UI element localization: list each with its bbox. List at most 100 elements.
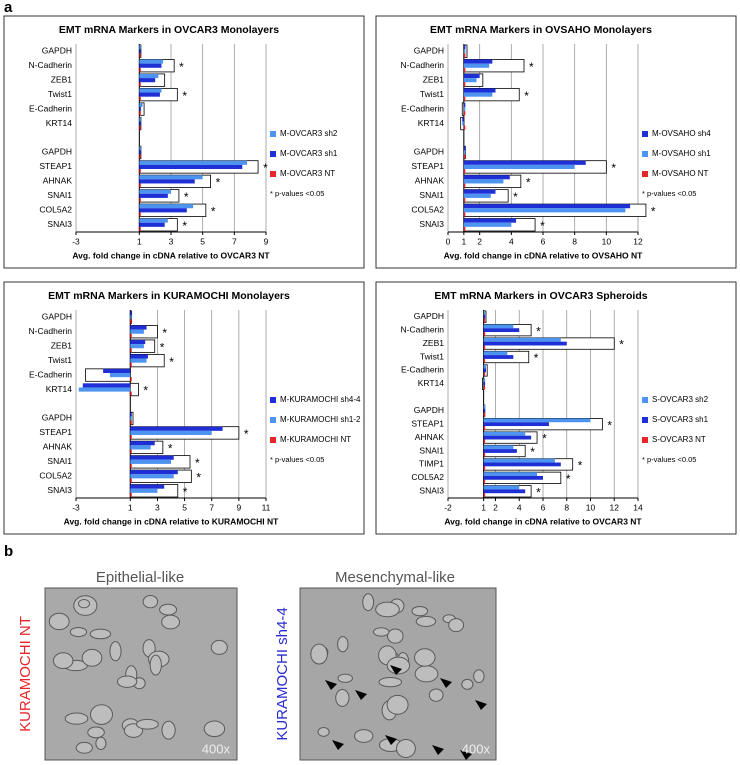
bar <box>463 146 466 151</box>
bar <box>483 435 532 440</box>
cell <box>473 669 485 684</box>
legend-swatch <box>642 151 648 157</box>
bar <box>78 387 131 392</box>
bar <box>463 82 466 87</box>
y-tick-label: ZEB1 <box>51 74 73 84</box>
bar <box>130 329 144 334</box>
note: * p-values <0.05 <box>270 189 324 198</box>
bar <box>483 445 514 450</box>
cell <box>414 665 439 683</box>
significance: * <box>244 427 249 441</box>
note: * p-values <0.05 <box>270 455 324 464</box>
arrowhead <box>390 665 402 675</box>
cell <box>461 678 474 690</box>
significance: * <box>143 384 148 398</box>
y-tick-label: GAPDH <box>414 45 444 55</box>
bar <box>139 175 203 180</box>
cell <box>375 601 400 618</box>
cells <box>48 593 487 760</box>
bar <box>139 49 141 54</box>
x-tick-label: -2 <box>444 502 452 512</box>
y-tick-label: GAPDH <box>42 311 72 321</box>
bar <box>139 146 141 151</box>
y-tick-label: STEAP1 <box>39 161 72 171</box>
cell <box>89 628 112 640</box>
bar <box>483 328 520 333</box>
cell <box>210 639 228 655</box>
y-tick-label: GAPDH <box>414 147 444 157</box>
bar <box>483 493 486 497</box>
bar <box>130 426 223 431</box>
significance: * <box>529 60 534 74</box>
chart-title: EMT mRNA Markers in KURAMOCHI Monolayers <box>48 290 290 302</box>
bar <box>463 73 480 79</box>
bar <box>483 358 486 363</box>
legend-label: M-OVCAR3 NT <box>280 169 335 178</box>
significance: * <box>566 472 571 486</box>
y-tick-label: AHNAK <box>43 176 73 186</box>
x-tick-label: 10 <box>586 502 596 512</box>
bar <box>483 439 486 444</box>
bar <box>130 311 132 316</box>
bar <box>130 474 174 479</box>
bar <box>483 405 486 409</box>
y-tick-label: KRT14 <box>418 118 445 128</box>
chart-frame <box>3 281 365 535</box>
cell <box>135 718 159 730</box>
bar <box>139 73 159 79</box>
bar <box>463 189 496 194</box>
bar <box>130 333 132 338</box>
bar <box>139 169 141 174</box>
x-tick-label: 8 <box>572 236 577 246</box>
y-tick-label: ZEB1 <box>51 340 73 350</box>
significance: * <box>182 89 187 103</box>
bar <box>483 449 517 453</box>
cell <box>87 726 105 739</box>
bar <box>463 197 466 203</box>
legend-swatch <box>270 437 276 443</box>
y-tick-label: AHNAK <box>415 176 445 186</box>
legend-swatch <box>270 151 276 157</box>
y-tick-label: N-Cadherin <box>401 324 445 334</box>
x-tick-label: 2 <box>477 236 482 246</box>
cell <box>386 694 409 715</box>
y-tick-label: TIMP1 <box>419 459 444 469</box>
significance: * <box>540 219 545 233</box>
x-tick-label: 5 <box>200 236 205 246</box>
significance: * <box>211 204 216 218</box>
cell <box>159 603 178 616</box>
bar <box>463 67 466 72</box>
cell <box>337 636 349 653</box>
legend-label: M-KURAMOCHI sh4-4 <box>280 395 361 404</box>
significance: * <box>578 459 583 473</box>
legend-label: M-OVCAR3 sh1 <box>280 149 338 158</box>
legend-label: S-OVCAR3 sh1 <box>652 415 709 424</box>
significance: * <box>611 161 616 175</box>
bar <box>130 430 212 435</box>
micrograph-label: KURAMOCHI NT <box>17 616 34 732</box>
legend-label: M-OVCAR3 sh2 <box>280 129 338 138</box>
bar <box>130 470 178 475</box>
bar <box>462 117 464 122</box>
cell <box>64 712 89 725</box>
bar <box>463 204 631 209</box>
cell <box>203 720 226 738</box>
y-tick-label: COL5A2 <box>411 205 444 215</box>
x-tick-label: 0 <box>446 236 451 246</box>
cell <box>317 727 330 737</box>
bar <box>130 344 144 349</box>
bar <box>139 226 141 231</box>
bar <box>139 179 195 184</box>
legend-label: S-OVCAR3 sh2 <box>652 395 709 404</box>
legend-label: M-KURAMOCHI NT <box>280 435 351 444</box>
y-tick-label: N-Cadherin <box>29 326 73 336</box>
significance: * <box>195 456 200 470</box>
cell <box>81 648 103 667</box>
bar <box>130 459 171 464</box>
bar <box>139 193 168 198</box>
legend-label: M-KURAMOCHI sh1-2 <box>280 415 361 424</box>
bar <box>139 189 171 194</box>
bar <box>483 412 486 417</box>
bar <box>130 412 132 417</box>
bar <box>139 117 141 122</box>
